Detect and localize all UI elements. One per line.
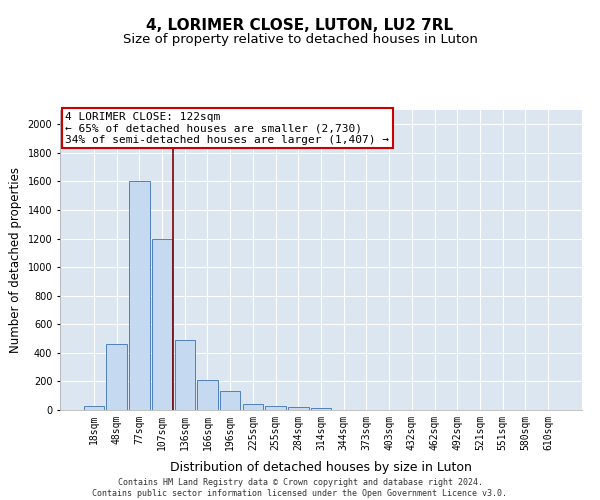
Text: Size of property relative to detached houses in Luton: Size of property relative to detached ho… bbox=[122, 32, 478, 46]
Bar bbox=[220, 392, 241, 410]
Text: 4 LORIMER CLOSE: 122sqm
← 65% of detached houses are smaller (2,730)
34% of semi: 4 LORIMER CLOSE: 122sqm ← 65% of detache… bbox=[65, 112, 389, 144]
Text: Contains HM Land Registry data © Crown copyright and database right 2024.
Contai: Contains HM Land Registry data © Crown c… bbox=[92, 478, 508, 498]
Bar bbox=[197, 380, 218, 410]
Bar bbox=[175, 340, 195, 410]
Bar bbox=[265, 406, 286, 410]
Bar bbox=[106, 344, 127, 410]
Bar bbox=[129, 182, 149, 410]
X-axis label: Distribution of detached houses by size in Luton: Distribution of detached houses by size … bbox=[170, 461, 472, 474]
Bar bbox=[84, 406, 104, 410]
Bar bbox=[152, 238, 172, 410]
Bar bbox=[242, 404, 263, 410]
Bar bbox=[311, 408, 331, 410]
Y-axis label: Number of detached properties: Number of detached properties bbox=[9, 167, 22, 353]
Text: 4, LORIMER CLOSE, LUTON, LU2 7RL: 4, LORIMER CLOSE, LUTON, LU2 7RL bbox=[146, 18, 454, 32]
Bar bbox=[288, 407, 308, 410]
